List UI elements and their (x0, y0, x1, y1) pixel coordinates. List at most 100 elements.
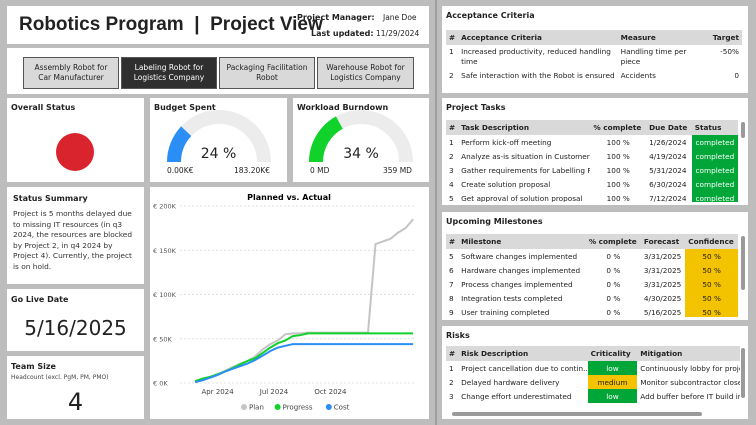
risks-cell: Project cancellation due to contin... (461, 363, 588, 373)
status-badge: completed (691, 163, 738, 177)
tasks-table-viewport: # Task Description % complete Due Date S… (446, 120, 738, 202)
table-row[interactable]: 5 Get approval of solution proposal 100 % 7… (446, 191, 738, 202)
risks-cell: 1 (449, 363, 454, 373)
milestones-col-forecast: Forecast (640, 234, 686, 249)
budget-gauge-fill (167, 126, 192, 163)
tasks-cell: Analyze as-is situation in Customer ... (461, 151, 591, 161)
tasks-table: # Task Description % complete Due Date S… (446, 120, 738, 202)
acceptance-num: 2 (449, 70, 454, 80)
tasks-title: Project Tasks (446, 103, 506, 112)
milestones-title: Upcoming Milestones (446, 217, 543, 226)
milestones-cell: 7 (449, 279, 454, 289)
status-summary-card: Status Summary Project is 5 months delay… (7, 187, 144, 284)
updated-value: 11/29/2024 (376, 29, 420, 38)
y-tick-label: € 200K (153, 203, 177, 211)
acceptance-target: -50% (720, 47, 739, 56)
milestones-cell: 9 (449, 307, 454, 317)
table-row[interactable]: 1 Perform kick-off meeting 100 % 1/26/2024 c… (446, 135, 738, 149)
milestones-col-milestone: Milestone (458, 234, 586, 249)
tasks-cell: 7/12/2024 (649, 193, 687, 203)
table-row[interactable]: 2 Analyze as-is situation in Customer ...… (446, 149, 738, 163)
budget-title: Budget Spent (154, 103, 216, 112)
project-button-warehouse-robot[interactable]: Warehouse Robot for Logistics Company (317, 57, 414, 89)
table-row[interactable]: 1 Project cancellation due to contin... lo… (446, 361, 740, 375)
milestones-cell: 0 % (606, 307, 621, 317)
tasks-cell: 3 (449, 165, 454, 175)
milestones-cell: 0 % (606, 265, 621, 275)
go-live-card: Go Live Date 5/16/2025 (7, 289, 144, 351)
table-row[interactable]: 1 Increased productivity, reduced handli… (446, 45, 742, 68)
table-row[interactable]: 2 Delayed hardware delivery medium Monitor … (446, 375, 740, 389)
project-button-labeling-robot[interactable]: Labeling Robot for Logistics Company (121, 57, 217, 89)
budget-min: 0.00K€ (167, 166, 194, 175)
status-badge: completed (691, 177, 738, 191)
status-badge: completed (691, 191, 738, 202)
workload-title: Workload Burndown (297, 103, 389, 112)
risks-scrollbar-horizontal[interactable] (452, 412, 702, 416)
budget-value: 24 % (200, 146, 237, 162)
status-badge: completed (691, 135, 738, 149)
table-row[interactable]: 7 Process changes implemented 0 % 3/31/2025… (446, 277, 738, 291)
series-line-progress (194, 332, 414, 383)
milestones-card: Upcoming Milestones # Milestone % comple… (442, 212, 748, 320)
table-row[interactable]: 6 Hardware changes implemented 0 % 3/31/202… (446, 263, 738, 277)
project-button-packaging-robot[interactable]: Packaging Facilitation Robot (219, 57, 315, 89)
y-tick-label: € 150K (153, 247, 177, 255)
risks-scrollbar-vertical[interactable] (741, 348, 745, 398)
risks-cell: 2 (449, 377, 454, 387)
chart-y-axis: € 200K € 150K € 100K € 50K € 0K (153, 203, 177, 388)
team-size-title: Team Size (11, 362, 56, 371)
milestones-cell: 6 (449, 265, 454, 275)
milestones-cell: 8 (449, 293, 454, 303)
confidence-badge: 50 % (685, 277, 738, 291)
tasks-col-due: Due Date (646, 120, 692, 135)
budget-max: 183.20K€ (234, 166, 270, 175)
tasks-cell: Perform kick-off meeting (461, 137, 552, 147)
project-button-assembly-robot[interactable]: Assembly Robot for Car Manufacturer (23, 57, 119, 89)
risks-cell: Delayed hardware delivery (461, 377, 560, 387)
tasks-cell: Gather requirements for Labelling Ro... (461, 165, 591, 175)
tasks-cell: 100 % (606, 165, 630, 175)
legend-label: Cost (334, 404, 350, 412)
tasks-cell: 100 % (606, 151, 630, 161)
x-tick-label: Jul 2024 (259, 388, 289, 396)
milestones-cell: 0 % (606, 279, 621, 289)
chart-title: Planned vs. Actual (247, 193, 331, 202)
tasks-cell: Create solution proposal (461, 179, 551, 189)
table-row[interactable]: 9 User training completed 0 % 5/16/2025 50 % (446, 305, 738, 317)
table-row[interactable]: 3 Gather requirements for Labelling Ro...… (446, 163, 738, 177)
overall-status-card: Overall Status (7, 98, 144, 182)
tasks-cell: 1 (449, 137, 454, 147)
acceptance-num: 1 (449, 47, 454, 56)
table-row[interactable]: 5 Software changes implemented 0 % 3/31/202… (446, 249, 738, 263)
acceptance-criteria: Safe interaction with the Robot is ensur… (461, 70, 615, 80)
acceptance-col-target: Target (709, 30, 742, 45)
milestones-table: # Milestone % complete Forecast Confiden… (446, 234, 738, 317)
table-row[interactable]: 4 Create solution proposal 100 % 6/30/2024 c… (446, 177, 738, 191)
confidence-badge: 50 % (685, 249, 738, 263)
acceptance-table: # Acceptance Criteria Measure Target 1 I… (446, 30, 742, 82)
milestones-cell: 3/31/2025 (643, 265, 682, 275)
table-row[interactable]: 8 Integration tests completed 0 % 4/30/2025… (446, 291, 738, 305)
acceptance-measure: Accidents (620, 70, 656, 80)
table-row[interactable]: 2 Safe interaction with the Robot is ens… (446, 68, 742, 82)
x-tick-label: Apr 2024 (202, 388, 235, 396)
tasks-col-num: # (446, 120, 459, 135)
acceptance-col-criteria: Acceptance Criteria (458, 30, 618, 45)
milestones-scrollbar[interactable] (741, 236, 745, 290)
tasks-cell: 6/30/2024 (649, 179, 687, 189)
workload-value: 34 % (343, 146, 379, 162)
milestones-cell: 0 % (606, 293, 621, 303)
milestones-cell: Integration tests completed (461, 293, 563, 303)
updated-label: Last updated: (311, 29, 374, 38)
tasks-scrollbar[interactable] (741, 122, 745, 138)
table-row[interactable]: 3 Change effort underestimated low Add buff… (446, 389, 740, 403)
tasks-cell: 5/31/2024 (649, 165, 687, 175)
risks-title: Risks (446, 331, 470, 340)
milestones-table-viewport: # Milestone % complete Forecast Confiden… (446, 234, 738, 317)
workload-card: Workload Burndown 34 % 0 MD 359 MD (293, 98, 429, 182)
legend-marker (241, 404, 247, 410)
series-line-cost (194, 343, 414, 384)
manager-label: Project Manager: (297, 13, 375, 22)
acceptance-criteria: Increased productivity, reduced handling… (461, 47, 611, 66)
